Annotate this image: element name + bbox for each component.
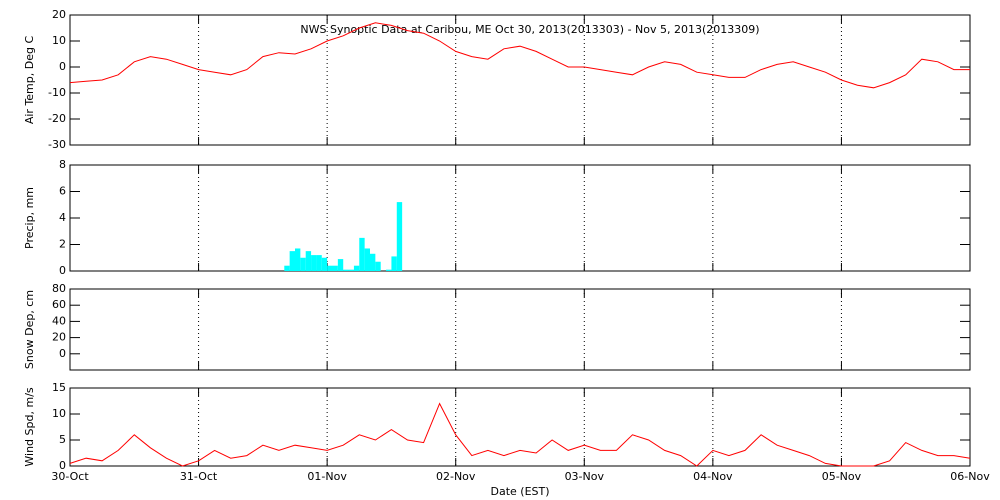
bar (337, 259, 344, 271)
x-tick-label: 06-Nov (950, 470, 990, 483)
y-tick-label: -10 (48, 86, 66, 99)
x-tick-label: 03-Nov (565, 470, 605, 483)
data-line (69, 22, 970, 89)
y-tick-label: -20 (48, 112, 66, 125)
bar (284, 265, 290, 271)
bar (370, 253, 376, 271)
y-tick-label: 2 (59, 238, 66, 251)
bar (396, 202, 403, 271)
y-tick-label: 4 (59, 211, 66, 224)
bar (386, 269, 392, 271)
x-tick-label: 02-Nov (436, 470, 476, 483)
plot-frame (69, 387, 971, 467)
y-tick-label: 6 (59, 185, 66, 198)
y-tick-label: 0 (59, 347, 66, 360)
y-tick-label: 15 (52, 381, 66, 394)
y-tick-label: 40 (52, 314, 66, 327)
y-tick-label: 0 (59, 459, 66, 472)
y-axis-label: Precip, mm (23, 187, 36, 249)
bar (364, 248, 370, 271)
y-tick-label: 0 (59, 60, 66, 73)
x-tick-label: 01-Nov (307, 470, 347, 483)
plot-frame (69, 14, 971, 146)
bar (289, 251, 295, 271)
y-tick-label: -30 (48, 138, 66, 151)
y-tick-label: 80 (52, 282, 66, 295)
bar (375, 261, 381, 271)
plot-frame (69, 288, 971, 371)
x-tick-label: 31-Oct (180, 470, 218, 483)
y-axis-label: Wind Spd, m/s (23, 387, 36, 467)
y-tick-label: 20 (52, 331, 66, 344)
bar (343, 269, 349, 271)
x-tick-label: 30-Oct (51, 470, 89, 483)
y-tick-label: 0 (59, 264, 66, 277)
x-tick-label: 04-Nov (693, 470, 733, 483)
plot-frame (69, 164, 971, 272)
y-tick-label: 5 (59, 433, 66, 446)
x-tick-label: 05-Nov (822, 470, 862, 483)
bar (295, 248, 301, 271)
bar (321, 257, 328, 271)
y-tick-label: 60 (52, 298, 66, 311)
bar (332, 265, 338, 271)
bar (353, 265, 360, 271)
bar (316, 255, 322, 271)
bar (311, 255, 317, 271)
bar (348, 269, 354, 271)
bar (305, 251, 312, 271)
y-tick-label: 10 (52, 34, 66, 47)
chart-title: NWS Synoptic Data at Caribou, ME Oct 30,… (300, 23, 759, 36)
y-tick-label: 20 (52, 8, 66, 21)
bar (391, 256, 397, 271)
bar (300, 257, 306, 271)
y-tick-label: 10 (52, 407, 66, 420)
bar (327, 265, 333, 271)
y-axis-label: Air Temp, Deg C (23, 36, 36, 125)
y-axis-label: Snow Dep, cm (23, 290, 36, 369)
x-axis-label: Date (EST) (490, 485, 549, 498)
y-tick-label: 8 (59, 158, 66, 171)
bar (359, 237, 365, 271)
data-line (69, 402, 971, 467)
